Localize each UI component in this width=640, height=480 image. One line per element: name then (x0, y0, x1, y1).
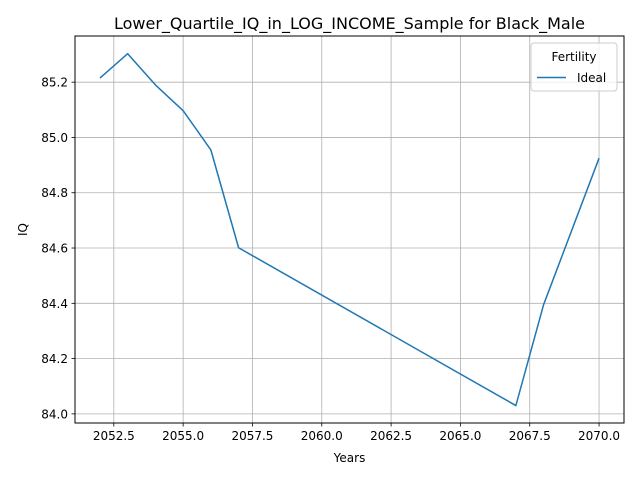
y-tick-label: 84.2 (41, 352, 68, 366)
legend: Fertility Ideal (530, 42, 618, 92)
y-tick-label: 84.8 (41, 186, 68, 200)
x-tick-label: 2055.0 (162, 429, 204, 443)
x-axis-ticks: 2052.5 2055.0 2057.5 2060.0 2062.5 2065.0 2067… (93, 423, 620, 443)
legend-title: Fertility (551, 50, 596, 64)
y-tick-label: 84.4 (41, 297, 68, 311)
chart-title: Lower_Quartile_IQ_in_LOG_INCOME_Sample f… (114, 14, 585, 34)
series-layer (99, 52, 600, 407)
plot-frame (74, 35, 625, 424)
grid (75, 36, 624, 423)
x-tick-label: 2060.0 (301, 429, 343, 443)
x-tick-label: 2052.5 (93, 429, 135, 443)
x-tick-label: 2070.0 (578, 429, 620, 443)
x-tick-label: 2057.5 (231, 429, 273, 443)
y-axis-label: IQ (16, 223, 30, 236)
x-axis-label: Years (333, 451, 366, 465)
x-tick-label: 2062.5 (370, 429, 412, 443)
x-tick-label: 2067.5 (509, 429, 551, 443)
y-tick-label: 85.0 (41, 131, 68, 145)
x-tick-label: 2065.0 (439, 429, 481, 443)
y-tick-label: 85.2 (41, 76, 68, 90)
y-axis-ticks: 84.0 84.2 84.4 84.6 84.8 85.0 85.2 (41, 76, 75, 421)
y-tick-label: 84.6 (41, 242, 68, 256)
legend-label: Ideal (577, 71, 606, 85)
series-line-ideal (99, 52, 600, 407)
y-tick-label: 84.0 (41, 407, 68, 421)
legend-box (530, 42, 618, 92)
